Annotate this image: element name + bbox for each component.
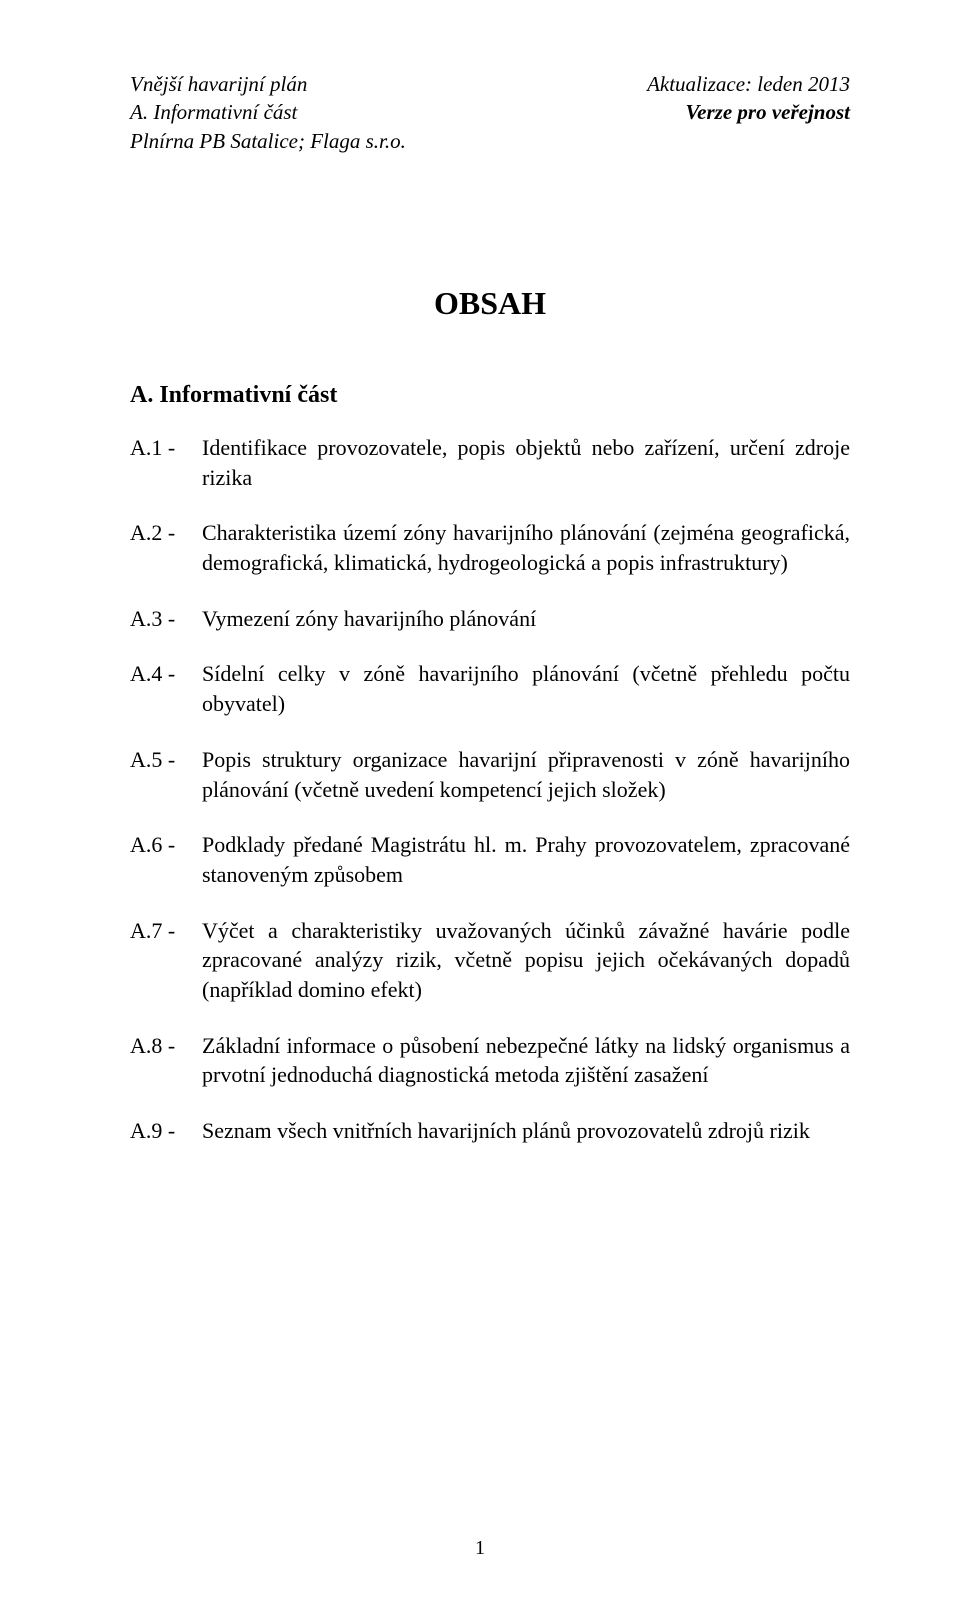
header-left-line-3: Plnírna PB Satalice; Flaga s.r.o. (130, 127, 406, 155)
page-header: Vnější havarijní plán A. Informativní čá… (130, 70, 850, 155)
toc-item-text: Vymezení zóny havarijního plánování (202, 604, 850, 634)
toc-item-text: Identifikace provozovatele, popis objekt… (202, 433, 850, 492)
toc-item-label: A.1 - (130, 433, 202, 492)
toc-item: A.8 - Základní informace o působení nebe… (130, 1031, 850, 1090)
toc-item: A.3 - Vymezení zóny havarijního plánován… (130, 604, 850, 634)
toc-item: A.4 - Sídelní celky v zóně havarijního p… (130, 659, 850, 718)
toc-item: A.1 - Identifikace provozovatele, popis … (130, 433, 850, 492)
table-of-contents: A.1 - Identifikace provozovatele, popis … (130, 433, 850, 1146)
toc-item: A.9 - Seznam všech vnitřních havarijních… (130, 1116, 850, 1146)
toc-item-label: A.3 - (130, 604, 202, 634)
toc-item-label: A.8 - (130, 1031, 202, 1090)
header-right-line-1: Aktualizace: leden 2013 (647, 70, 850, 98)
toc-item-text: Charakteristika území zóny havarijního p… (202, 518, 850, 577)
document-page: Vnější havarijní plán A. Informativní čá… (0, 0, 960, 1600)
header-left: Vnější havarijní plán A. Informativní čá… (130, 70, 406, 155)
toc-item-label: A.6 - (130, 830, 202, 889)
toc-item: A.5 - Popis struktury organizace havarij… (130, 745, 850, 804)
toc-item-label: A.7 - (130, 916, 202, 1005)
document-title: OBSAH (130, 285, 850, 322)
toc-item-label: A.2 - (130, 518, 202, 577)
toc-item: A.7 - Výčet a charakteristiky uvažovanýc… (130, 916, 850, 1005)
toc-item-text: Seznam všech vnitřních havarijních plánů… (202, 1116, 850, 1146)
toc-item-label: A.9 - (130, 1116, 202, 1146)
header-right-line-2: Verze pro veřejnost (647, 98, 850, 126)
header-right: Aktualizace: leden 2013 Verze pro veřejn… (647, 70, 850, 127)
toc-item-text: Sídelní celky v zóně havarijního plánová… (202, 659, 850, 718)
section-heading: A. Informativní část (130, 382, 850, 409)
header-left-line-2: A. Informativní část (130, 98, 406, 126)
toc-item-label: A.5 - (130, 745, 202, 804)
toc-item-label: A.4 - (130, 659, 202, 718)
toc-item-text: Základní informace o působení nebezpečné… (202, 1031, 850, 1090)
toc-item-text: Popis struktury organizace havarijní při… (202, 745, 850, 804)
toc-item-text: Podklady předané Magistrátu hl. m. Prahy… (202, 830, 850, 889)
toc-item-text: Výčet a charakteristiky uvažovaných účin… (202, 916, 850, 1005)
toc-item: A.2 - Charakteristika území zóny havarij… (130, 518, 850, 577)
page-number: 1 (0, 1537, 960, 1560)
header-left-line-1: Vnější havarijní plán (130, 70, 406, 98)
toc-item: A.6 - Podklady předané Magistrátu hl. m.… (130, 830, 850, 889)
